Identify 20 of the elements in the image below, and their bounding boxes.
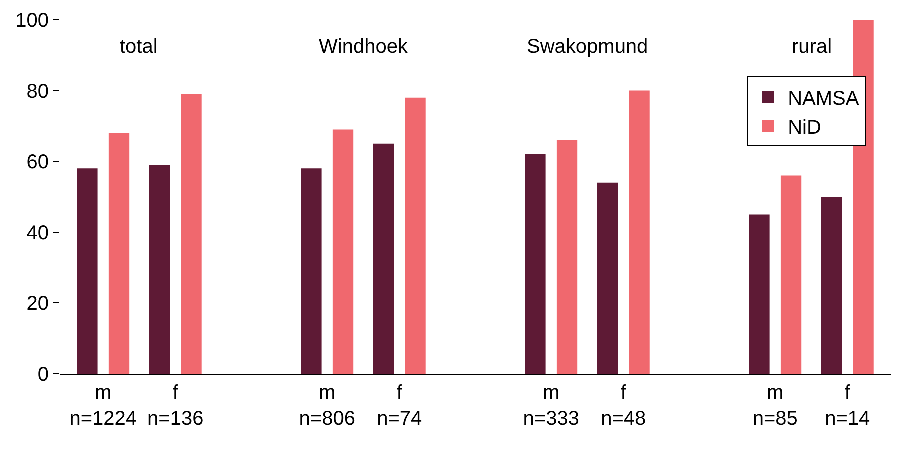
y-tick-label: 60 [26, 152, 49, 174]
annotation: Windhoek [319, 36, 409, 58]
x-tick-label: m n=85 [752, 382, 798, 430]
y-tick-label: 0 [38, 364, 49, 386]
legend-label: NiD [788, 116, 822, 139]
y-tick-label: 40 [26, 222, 49, 244]
annotation: Swakopmund [527, 36, 648, 58]
x-tick-label: f n=48 [601, 382, 646, 430]
annotation: rural [792, 36, 832, 58]
x-tick-label: f n=14 [825, 382, 870, 430]
legend-label: NAMSA [788, 88, 860, 110]
x-tick-label: f n=74 [377, 382, 422, 430]
x-tick-label: m n=333 [523, 382, 580, 430]
y-tick-label: 80 [26, 80, 49, 103]
annotation: total [120, 36, 158, 58]
y-tick-label: 20 [26, 293, 49, 316]
y-tick-label: 100 [16, 10, 49, 32]
x-tick-label: m n=1224 [70, 382, 138, 430]
x-tick-label: f n=136 [148, 382, 204, 430]
x-tick-label: m n=806 [299, 382, 356, 430]
